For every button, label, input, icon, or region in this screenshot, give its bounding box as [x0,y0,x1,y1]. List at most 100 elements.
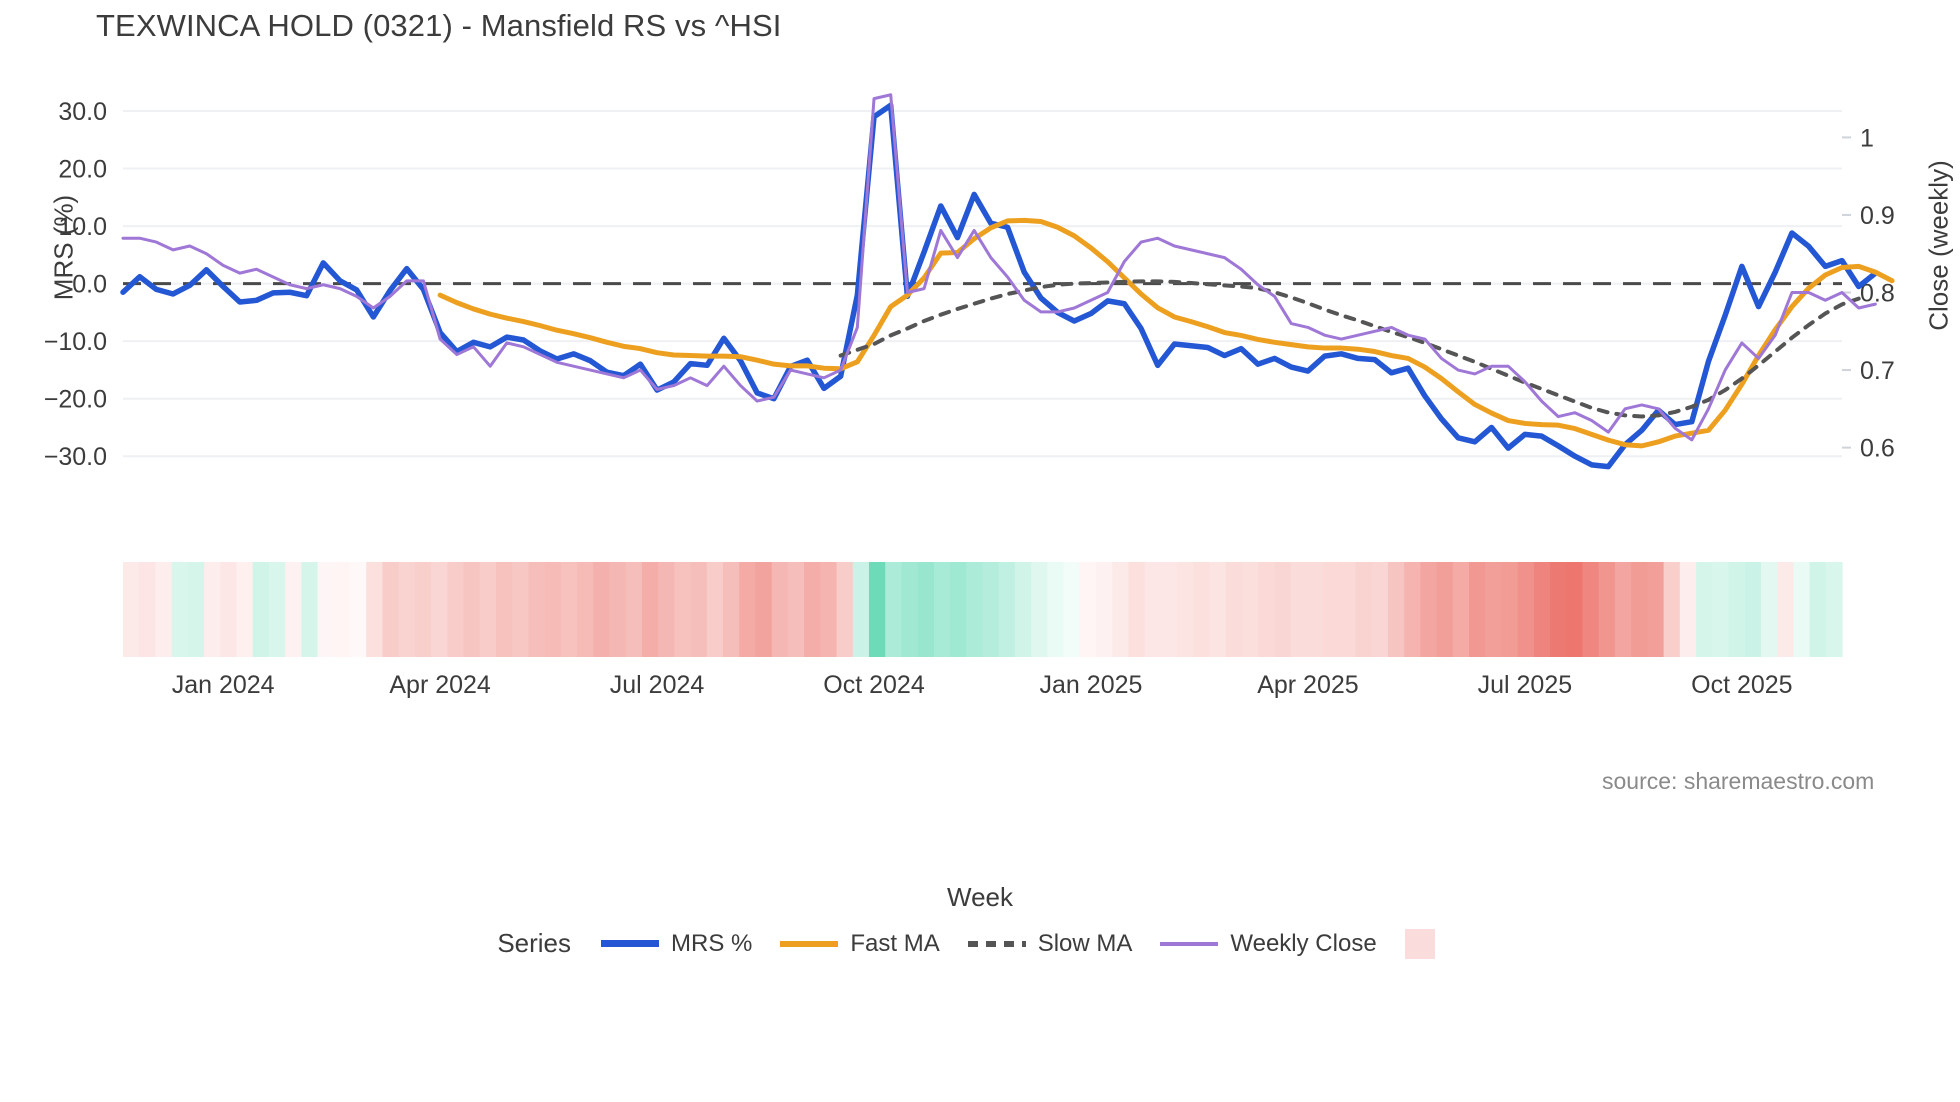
heatmap-band-cell [1258,562,1276,657]
heatmap-band-cell [1209,562,1227,657]
x-tick-label: Jul 2024 [610,671,705,699]
heatmap-band-cell [204,562,221,657]
heatmap-band-cell [171,562,189,657]
heatmap-band-cell [1825,562,1843,657]
heatmap-band-cell [836,562,854,657]
heatmap-band-cell [560,562,578,657]
heatmap-band-cell [723,562,740,657]
heatmap-band-cell [1047,562,1065,657]
heatmap-band-cell [285,562,302,657]
legend-item-slow-ma[interactable]: Slow MA [967,930,1132,958]
legend-swatch-mrs-icon [601,940,660,947]
heatmap-band-cell [1793,562,1811,657]
heatmap-band-cell [1355,562,1373,657]
y-tick-label-left: 10.0 [58,213,107,241]
heatmap-band-cell [771,562,789,657]
heatmap-band-cell [1436,562,1454,657]
x-tick-label: Oct 2025 [1691,671,1792,699]
legend-item-weekly-close[interactable]: Weekly Close [1160,929,1377,958]
heatmap-band-cell [1663,562,1681,657]
heatmap-band-cell [187,562,205,657]
heatmap-band-cell [1582,562,1600,657]
legend-title: Series [497,928,572,958]
heatmap-band-cell [1404,562,1421,657]
heatmap-band-cell [1809,562,1827,657]
heatmap-band-cell [366,562,384,657]
heatmap-band-cell [1096,562,1113,657]
legend-label-mrs: MRS % [671,929,753,957]
heatmap-band-cell [544,562,562,657]
x-tick-label: Jan 2025 [1040,671,1143,699]
legend-label-weekly-close: Weekly Close [1230,929,1377,957]
heatmap-band-cell [1614,562,1632,657]
heatmap-band-cell [252,562,270,657]
heatmap-band-cell [1387,562,1405,657]
legend-item-band[interactable] [1404,928,1435,959]
heatmap-band-cell [641,562,659,657]
x-axis-label: Week [947,882,1013,912]
x-tick-label: Jan 2024 [172,671,275,699]
heatmap-band-cell [317,562,335,657]
heatmap-band-cell [609,562,627,657]
heatmap-band-cell [1144,562,1162,657]
heatmap-band-cell [658,562,675,657]
series-line-mrs- [120,102,1879,470]
legend-label-fast-ma: Fast MA [850,929,940,957]
heatmap-band-cell [1550,562,1567,657]
series-line-slow-ma [838,279,1861,419]
legend-item-mrs[interactable]: MRS % [601,930,752,958]
heatmap-band-cell [593,562,611,657]
heatmap-band-cell [852,562,870,657]
heatmap-band-cell [706,562,724,657]
heatmap-band-cell [1566,562,1584,657]
mansfield-rs-chart: −30.0−20.0−10.00.010.020.030.00.60.70.80… [44,93,1895,699]
heatmap-band-cell [431,562,448,657]
heatmap-band-cell [1014,562,1032,657]
heatmap-band-cell [1306,562,1324,657]
heatmap-band-cell [528,562,546,657]
y-tick-label-left: 20.0 [58,156,107,184]
heatmap-band-cell [155,562,173,657]
heatmap-band-cell [1323,562,1340,657]
heatmap-band-cell [1193,562,1211,657]
heatmap-band-cell [1371,562,1389,657]
heatmap-band-cell [674,562,692,657]
x-tick-label: Jul 2025 [1478,671,1573,699]
heatmap-band-cell [739,562,757,657]
heatmap-band-cell [998,562,1016,657]
heatmap-band-cell [333,562,351,657]
heatmap-band-cell [1777,562,1794,657]
heatmap-band-cell [1452,562,1470,657]
legend-item-fast-ma[interactable]: Fast MA [780,929,940,958]
page-title: TEXWINCA HOLD (0321) - Mansfield RS vs ^… [96,8,782,43]
x-tick-label: Oct 2024 [823,671,925,699]
heatmap-band-cell [220,562,238,657]
heatmap-band-cell [950,562,967,657]
x-tick-label: Apr 2025 [1257,671,1358,699]
heatmap-band-cell [1469,562,1486,657]
heatmap-band-cell [512,562,530,657]
y-tick-label-left: −20.0 [44,386,107,414]
heatmap-band-cell [804,562,821,657]
legend-swatch-fast-ma-icon [780,940,839,947]
heatmap-band-cell [1728,562,1746,657]
heatmap-band-cell [479,562,497,657]
y-tick-label-left: −30.0 [44,443,107,471]
heatmap-band-cell [398,562,416,657]
heatmap-band-cell [625,562,643,657]
legend-swatch-band-icon [1404,928,1435,959]
legend-swatch-weekly-close-icon [1160,941,1219,946]
series-line-weekly-close [121,93,1877,442]
heatmap-band-cell [1712,562,1730,657]
heatmap-band-cell [820,562,838,657]
legend-swatch-slow-ma-icon [967,940,1026,947]
x-tick-label: Apr 2024 [389,671,491,699]
y-tick-label-left: 0.0 [72,271,107,299]
heatmap-band-cell [1533,562,1551,657]
source-attribution: source: sharemaestro.com [1602,768,1875,794]
heatmap-band-cell [1079,562,1097,657]
heatmap-band-cell [901,562,919,657]
heatmap-band-cell [1485,562,1503,657]
heatmap-band-cell [1160,562,1178,657]
